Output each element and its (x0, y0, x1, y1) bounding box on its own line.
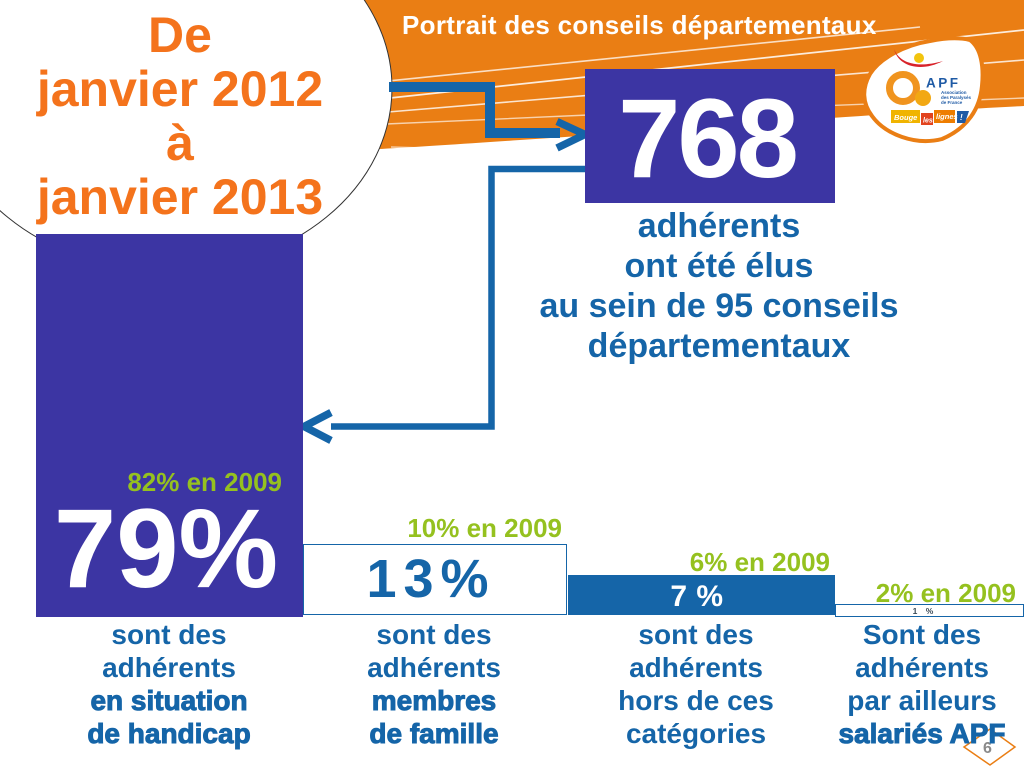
svg-text:lignes: lignes (936, 112, 958, 121)
svg-text:APF: APF (926, 76, 961, 91)
svg-text:6: 6 (983, 740, 992, 757)
svg-text:des Paralysés: des Paralysés (941, 95, 972, 100)
svg-text:de France: de France (941, 100, 963, 105)
svg-text:Association: Association (941, 90, 967, 95)
svg-text:Bouge: Bouge (894, 113, 917, 122)
svg-text:les: les (923, 118, 933, 125)
svg-text:!: ! (960, 113, 963, 122)
